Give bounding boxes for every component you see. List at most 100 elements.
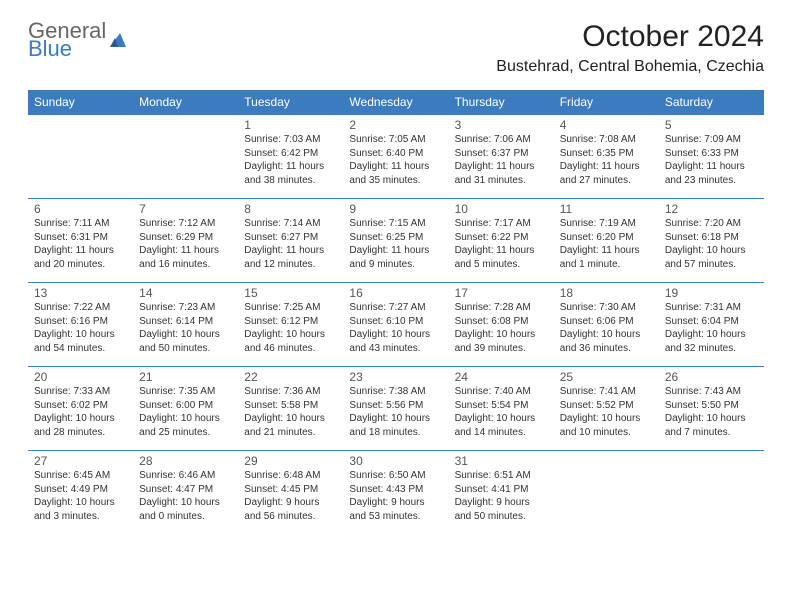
day-info: Sunrise: 7:36 AMSunset: 5:58 PMDaylight:…	[244, 385, 337, 439]
day-number: 13	[34, 286, 127, 300]
calendar-day-cell: 29Sunrise: 6:48 AMSunset: 4:45 PMDayligh…	[238, 451, 343, 535]
daylight-text: Daylight: 10 hours and 7 minutes.	[665, 412, 758, 439]
daylight-text: Daylight: 11 hours and 9 minutes.	[349, 244, 442, 271]
sunset-text: Sunset: 6:16 PM	[34, 315, 127, 329]
day-info: Sunrise: 7:23 AMSunset: 6:14 PMDaylight:…	[139, 301, 232, 355]
sunrise-text: Sunrise: 7:40 AM	[455, 385, 548, 399]
day-number: 10	[455, 202, 548, 216]
sunset-text: Sunset: 4:47 PM	[139, 483, 232, 497]
sunrise-text: Sunrise: 7:41 AM	[560, 385, 653, 399]
day-info: Sunrise: 7:19 AMSunset: 6:20 PMDaylight:…	[560, 217, 653, 271]
daylight-text: Daylight: 10 hours and 14 minutes.	[455, 412, 548, 439]
day-number: 22	[244, 370, 337, 384]
calendar-day-cell: 3Sunrise: 7:06 AMSunset: 6:37 PMDaylight…	[449, 115, 554, 199]
sunrise-text: Sunrise: 7:38 AM	[349, 385, 442, 399]
day-info: Sunrise: 6:48 AMSunset: 4:45 PMDaylight:…	[244, 469, 337, 523]
day-number: 6	[34, 202, 127, 216]
day-info: Sunrise: 7:06 AMSunset: 6:37 PMDaylight:…	[455, 133, 548, 187]
calendar-body: 1Sunrise: 7:03 AMSunset: 6:42 PMDaylight…	[28, 115, 764, 535]
title-block: October 2024 Bustehrad, Central Bohemia,…	[496, 20, 764, 76]
calendar-day-cell: 31Sunrise: 6:51 AMSunset: 4:41 PMDayligh…	[449, 451, 554, 535]
sunrise-text: Sunrise: 7:15 AM	[349, 217, 442, 231]
day-info: Sunrise: 7:33 AMSunset: 6:02 PMDaylight:…	[34, 385, 127, 439]
day-number: 14	[139, 286, 232, 300]
sunset-text: Sunset: 5:50 PM	[665, 399, 758, 413]
calendar-day-cell: 12Sunrise: 7:20 AMSunset: 6:18 PMDayligh…	[659, 199, 764, 283]
sunset-text: Sunset: 6:06 PM	[560, 315, 653, 329]
sunrise-text: Sunrise: 7:22 AM	[34, 301, 127, 315]
calendar-week-row: 13Sunrise: 7:22 AMSunset: 6:16 PMDayligh…	[28, 283, 764, 367]
day-info: Sunrise: 7:22 AMSunset: 6:16 PMDaylight:…	[34, 301, 127, 355]
daylight-text: Daylight: 9 hours and 50 minutes.	[455, 496, 548, 523]
calendar-week-row: 27Sunrise: 6:45 AMSunset: 4:49 PMDayligh…	[28, 451, 764, 535]
calendar-day-cell: 11Sunrise: 7:19 AMSunset: 6:20 PMDayligh…	[554, 199, 659, 283]
daylight-text: Daylight: 11 hours and 23 minutes.	[665, 160, 758, 187]
sunrise-text: Sunrise: 7:35 AM	[139, 385, 232, 399]
daylight-text: Daylight: 10 hours and 50 minutes.	[139, 328, 232, 355]
day-header: Wednesday	[343, 90, 448, 115]
day-info: Sunrise: 7:27 AMSunset: 6:10 PMDaylight:…	[349, 301, 442, 355]
sunrise-text: Sunrise: 7:33 AM	[34, 385, 127, 399]
daylight-text: Daylight: 10 hours and 36 minutes.	[560, 328, 653, 355]
day-info: Sunrise: 7:30 AMSunset: 6:06 PMDaylight:…	[560, 301, 653, 355]
calendar-day-cell: 4Sunrise: 7:08 AMSunset: 6:35 PMDaylight…	[554, 115, 659, 199]
day-number: 4	[560, 118, 653, 132]
calendar-day-cell: 13Sunrise: 7:22 AMSunset: 6:16 PMDayligh…	[28, 283, 133, 367]
day-info: Sunrise: 7:38 AMSunset: 5:56 PMDaylight:…	[349, 385, 442, 439]
sunrise-text: Sunrise: 6:46 AM	[139, 469, 232, 483]
sunrise-text: Sunrise: 7:25 AM	[244, 301, 337, 315]
sunset-text: Sunset: 4:49 PM	[34, 483, 127, 497]
sunset-text: Sunset: 6:29 PM	[139, 231, 232, 245]
calendar-empty-cell	[554, 451, 659, 535]
calendar-day-cell: 30Sunrise: 6:50 AMSunset: 4:43 PMDayligh…	[343, 451, 448, 535]
sunset-text: Sunset: 6:40 PM	[349, 147, 442, 161]
calendar-day-cell: 25Sunrise: 7:41 AMSunset: 5:52 PMDayligh…	[554, 367, 659, 451]
daylight-text: Daylight: 10 hours and 43 minutes.	[349, 328, 442, 355]
calendar-day-cell: 21Sunrise: 7:35 AMSunset: 6:00 PMDayligh…	[133, 367, 238, 451]
daylight-text: Daylight: 10 hours and 0 minutes.	[139, 496, 232, 523]
sunset-text: Sunset: 6:14 PM	[139, 315, 232, 329]
sunset-text: Sunset: 6:20 PM	[560, 231, 653, 245]
sunset-text: Sunset: 6:33 PM	[665, 147, 758, 161]
sunset-text: Sunset: 6:27 PM	[244, 231, 337, 245]
calendar-day-cell: 6Sunrise: 7:11 AMSunset: 6:31 PMDaylight…	[28, 199, 133, 283]
daylight-text: Daylight: 10 hours and 54 minutes.	[34, 328, 127, 355]
calendar-week-row: 1Sunrise: 7:03 AMSunset: 6:42 PMDaylight…	[28, 115, 764, 199]
month-title: October 2024	[496, 20, 764, 54]
day-number: 11	[560, 202, 653, 216]
sunrise-text: Sunrise: 6:45 AM	[34, 469, 127, 483]
calendar-week-row: 20Sunrise: 7:33 AMSunset: 6:02 PMDayligh…	[28, 367, 764, 451]
day-number: 24	[455, 370, 548, 384]
day-info: Sunrise: 6:50 AMSunset: 4:43 PMDaylight:…	[349, 469, 442, 523]
sunset-text: Sunset: 5:54 PM	[455, 399, 548, 413]
calendar-day-cell: 15Sunrise: 7:25 AMSunset: 6:12 PMDayligh…	[238, 283, 343, 367]
day-info: Sunrise: 7:43 AMSunset: 5:50 PMDaylight:…	[665, 385, 758, 439]
sunrise-text: Sunrise: 7:08 AM	[560, 133, 653, 147]
sunrise-text: Sunrise: 7:30 AM	[560, 301, 653, 315]
calendar-day-cell: 17Sunrise: 7:28 AMSunset: 6:08 PMDayligh…	[449, 283, 554, 367]
daylight-text: Daylight: 9 hours and 56 minutes.	[244, 496, 337, 523]
calendar-page: General Blue October 2024 Bustehrad, Cen…	[0, 0, 792, 555]
calendar-day-cell: 22Sunrise: 7:36 AMSunset: 5:58 PMDayligh…	[238, 367, 343, 451]
sunset-text: Sunset: 6:00 PM	[139, 399, 232, 413]
day-info: Sunrise: 6:46 AMSunset: 4:47 PMDaylight:…	[139, 469, 232, 523]
day-number: 29	[244, 454, 337, 468]
location: Bustehrad, Central Bohemia, Czechia	[496, 58, 764, 76]
sunrise-text: Sunrise: 6:48 AM	[244, 469, 337, 483]
calendar-day-cell: 16Sunrise: 7:27 AMSunset: 6:10 PMDayligh…	[343, 283, 448, 367]
sunrise-text: Sunrise: 7:28 AM	[455, 301, 548, 315]
daylight-text: Daylight: 10 hours and 39 minutes.	[455, 328, 548, 355]
daylight-text: Daylight: 11 hours and 27 minutes.	[560, 160, 653, 187]
sunset-text: Sunset: 6:35 PM	[560, 147, 653, 161]
calendar-day-cell: 2Sunrise: 7:05 AMSunset: 6:40 PMDaylight…	[343, 115, 448, 199]
day-info: Sunrise: 7:12 AMSunset: 6:29 PMDaylight:…	[139, 217, 232, 271]
day-number: 2	[349, 118, 442, 132]
day-number: 26	[665, 370, 758, 384]
day-number: 15	[244, 286, 337, 300]
sunset-text: Sunset: 6:31 PM	[34, 231, 127, 245]
day-info: Sunrise: 6:51 AMSunset: 4:41 PMDaylight:…	[455, 469, 548, 523]
sunset-text: Sunset: 4:45 PM	[244, 483, 337, 497]
day-info: Sunrise: 6:45 AMSunset: 4:49 PMDaylight:…	[34, 469, 127, 523]
sunset-text: Sunset: 6:42 PM	[244, 147, 337, 161]
calendar-table: SundayMondayTuesdayWednesdayThursdayFrid…	[28, 90, 764, 535]
